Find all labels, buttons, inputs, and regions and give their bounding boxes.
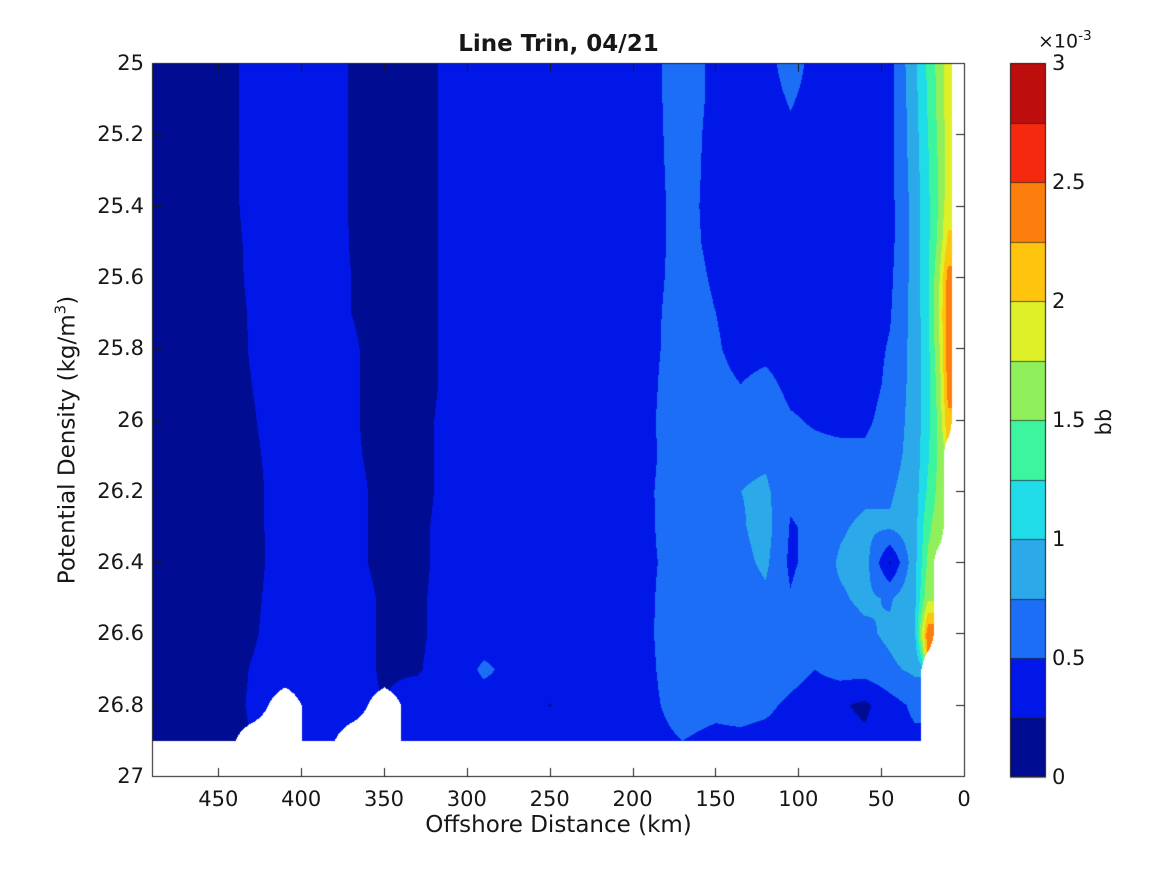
colorbar-exponent-base: ×10 — [1038, 30, 1079, 53]
y-tick-label-26.6: 26.6 — [97, 621, 144, 646]
colorbar-exponent: ×10-3 — [1038, 28, 1092, 52]
y-tick-label-25.2: 25.2 — [97, 122, 144, 147]
colorbar-tick-label-0: 0 — [1052, 765, 1066, 789]
colorbar-tick-label-0.5: 0.5 — [1052, 646, 1086, 670]
colorbar-tick-label-1: 1 — [1052, 527, 1066, 551]
x-tick-label-100: 100 — [778, 787, 819, 811]
colorbar-tick-label-2.5: 2.5 — [1052, 170, 1086, 194]
chart-title: Line Trin, 04/21 — [458, 31, 659, 57]
x-tick-label-50: 50 — [867, 787, 895, 811]
y-tick-label-25.8: 25.8 — [97, 336, 144, 361]
colorbar-tick-label-2: 2 — [1052, 289, 1066, 313]
y-tick-label-27: 27 — [117, 764, 144, 788]
y-tick-label-26.4: 26.4 — [97, 550, 144, 575]
colorbar-exponent-superscript: -3 — [1078, 28, 1092, 44]
y-tick-label-26.2: 26.2 — [97, 478, 144, 503]
y-tick-label-25.4: 25.4 — [97, 193, 144, 218]
x-tick-label-150: 150 — [695, 787, 736, 811]
y-tick-label-25.6: 25.6 — [97, 264, 144, 289]
x-tick-label-450: 450 — [198, 787, 239, 811]
x-tick-label-350: 350 — [363, 787, 405, 811]
x-tick-label-0: 0 — [957, 787, 971, 811]
x-tick-label-250: 250 — [529, 787, 570, 811]
y-axis-label-superscript: 3 — [51, 304, 70, 315]
y-axis-label-close: ) — [54, 295, 81, 305]
y-tick-label-26: 26 — [117, 407, 144, 432]
y-tick-label-25: 25 — [117, 51, 144, 75]
x-tick-label-200: 200 — [612, 787, 653, 811]
x-tick-label-300: 300 — [446, 787, 487, 811]
colorbar-tick-label-1.5: 1.5 — [1052, 408, 1086, 432]
colorbar-tick-label-3: 3 — [1052, 51, 1066, 75]
y-tick-label-26.8: 26.8 — [97, 692, 144, 717]
x-tick-label-400: 400 — [281, 787, 322, 811]
x-axis-label: Offshore Distance (km) — [425, 812, 692, 838]
